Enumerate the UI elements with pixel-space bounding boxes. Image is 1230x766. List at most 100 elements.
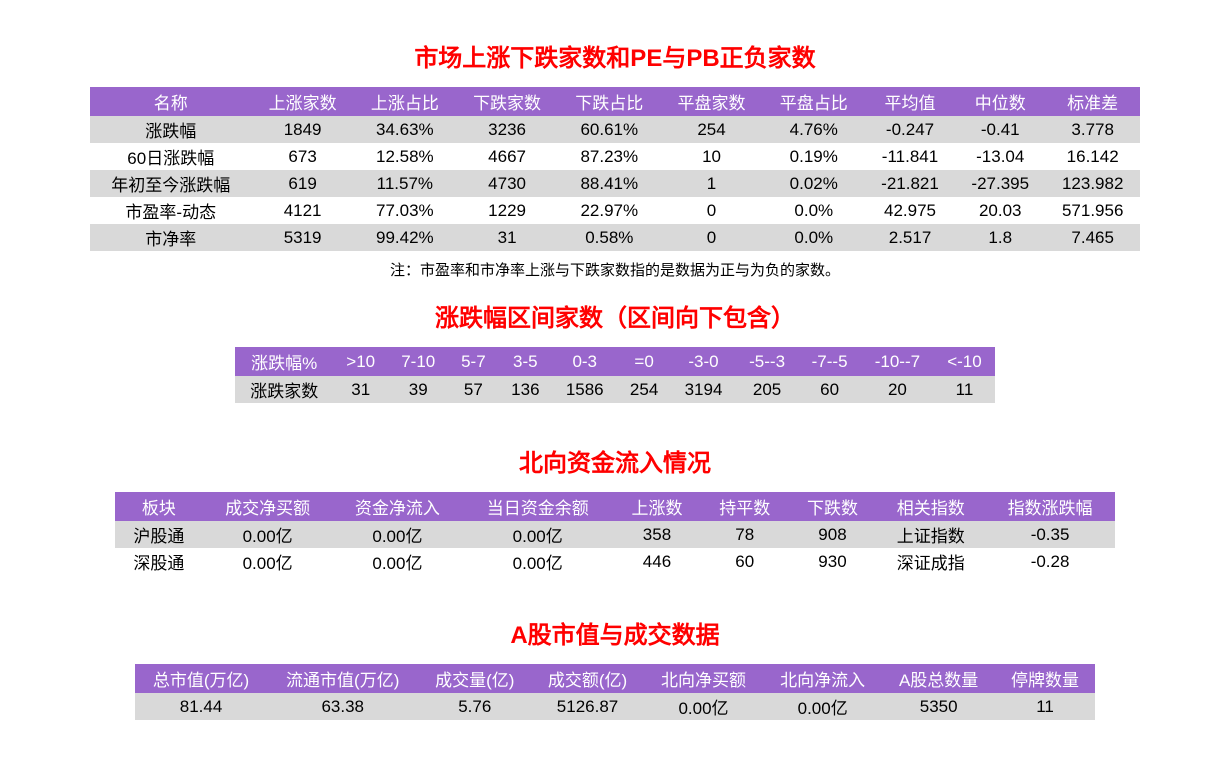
section4-title: A股市值与成交数据 — [0, 615, 1230, 650]
cell: 0.00亿 — [203, 548, 333, 575]
cell: 0.58% — [558, 224, 660, 251]
cell: 0.0% — [763, 224, 865, 251]
cell: 22.97% — [558, 197, 660, 224]
col-header: A股总数量 — [882, 664, 995, 693]
cell: 60 — [798, 376, 861, 403]
cell: 2.517 — [865, 224, 955, 251]
cell: 0.00亿 — [644, 693, 763, 720]
cell: 87.23% — [558, 143, 660, 170]
cell: 0 — [660, 224, 762, 251]
cell: 99.42% — [354, 224, 456, 251]
cell: 市盈率-动态 — [90, 197, 251, 224]
col-header: 成交净买额 — [203, 492, 333, 521]
table-row: 60日涨跌幅67312.58%466787.23%100.19%-11.841-… — [90, 143, 1140, 170]
cell: 11 — [934, 376, 995, 403]
cell: 42.975 — [865, 197, 955, 224]
cell: 涨跌幅 — [90, 116, 251, 143]
cell: 63.38 — [267, 693, 418, 720]
table-row: 市盈率-动态412177.03%122922.97%00.0%42.97520.… — [90, 197, 1140, 224]
col-header: 名称 — [90, 87, 251, 116]
cell: 571.956 — [1045, 197, 1140, 224]
cell: 20.03 — [955, 197, 1045, 224]
cell: 88.41% — [558, 170, 660, 197]
cell: 254 — [617, 376, 671, 403]
cell: -0.28 — [985, 548, 1115, 575]
cell: 57 — [448, 376, 498, 403]
table-row: 涨跌家数31395713615862543194205602011 — [235, 376, 995, 403]
cell: 0.19% — [763, 143, 865, 170]
col-header: -7--5 — [798, 347, 861, 376]
cell: 0.00亿 — [462, 521, 613, 548]
cell: 0.02% — [763, 170, 865, 197]
cell: 446 — [613, 548, 701, 575]
cell: 20 — [861, 376, 934, 403]
col-header: 5-7 — [448, 347, 498, 376]
cell: 60.61% — [558, 116, 660, 143]
cell: -27.395 — [955, 170, 1045, 197]
table-header-row: 涨跌幅% >10 7-10 5-7 3-5 0-3 =0 -3-0 -5--3 … — [235, 347, 995, 376]
col-header: 相关指数 — [876, 492, 985, 521]
col-header: 流通市值(万亿) — [267, 664, 418, 693]
col-header: 持平数 — [701, 492, 789, 521]
col-header: 平盘占比 — [763, 87, 865, 116]
cell: -0.35 — [985, 521, 1115, 548]
col-header: =0 — [617, 347, 671, 376]
cell: 1.8 — [955, 224, 1045, 251]
cell: 254 — [660, 116, 762, 143]
cell: 上证指数 — [876, 521, 985, 548]
cell: 深证成指 — [876, 548, 985, 575]
cell: 0.00亿 — [333, 548, 463, 575]
col-header: 板块 — [115, 492, 203, 521]
cell: 0.00亿 — [763, 693, 882, 720]
col-header: -5--3 — [736, 347, 799, 376]
cell: 12.58% — [354, 143, 456, 170]
cell: 78 — [701, 521, 789, 548]
col-header: 上涨数 — [613, 492, 701, 521]
table-row: 市净率531999.42%310.58%00.0%2.5171.87.465 — [90, 224, 1140, 251]
col-header: 平盘家数 — [660, 87, 762, 116]
cell: 11.57% — [354, 170, 456, 197]
col-header: 平均值 — [865, 87, 955, 116]
table-marketcap: 总市值(万亿) 流通市值(万亿) 成交量(亿) 成交额(亿) 北向净买额 北向净… — [135, 664, 1095, 720]
col-header: 北向净流入 — [763, 664, 882, 693]
col-header: 标准差 — [1045, 87, 1140, 116]
cell: 4667 — [456, 143, 558, 170]
cell: 136 — [498, 376, 552, 403]
table-row: 深股通0.00亿0.00亿0.00亿44660930深证成指-0.28 — [115, 548, 1115, 575]
section1-note: 注：市盈率和市净率上涨与下跌家数指的是数据为正与为负的家数。 — [0, 259, 1230, 280]
cell: 5126.87 — [531, 693, 644, 720]
cell: 930 — [789, 548, 877, 575]
cell: 11 — [995, 693, 1095, 720]
cell: 0 — [660, 197, 762, 224]
col-header: 涨跌幅% — [235, 347, 333, 376]
cell: 16.142 — [1045, 143, 1140, 170]
col-header: 下跌家数 — [456, 87, 558, 116]
col-header: 总市值(万亿) — [135, 664, 267, 693]
cell: 深股通 — [115, 548, 203, 575]
cell: 1586 — [552, 376, 617, 403]
cell: 1 — [660, 170, 762, 197]
cell: 4.76% — [763, 116, 865, 143]
cell: 1849 — [251, 116, 353, 143]
cell: 123.982 — [1045, 170, 1140, 197]
col-header: -10--7 — [861, 347, 934, 376]
cell: 3236 — [456, 116, 558, 143]
cell: -0.247 — [865, 116, 955, 143]
table-pepb: 名称 上涨家数 上涨占比 下跌家数 下跌占比 平盘家数 平盘占比 平均值 中位数… — [90, 87, 1140, 251]
col-header: 北向净买额 — [644, 664, 763, 693]
table-header-row: 总市值(万亿) 流通市值(万亿) 成交量(亿) 成交额(亿) 北向净买额 北向净… — [135, 664, 1095, 693]
cell: 0.00亿 — [203, 521, 333, 548]
cell: 3194 — [671, 376, 736, 403]
cell: 3.778 — [1045, 116, 1140, 143]
cell: 10 — [660, 143, 762, 170]
cell: 5.76 — [418, 693, 531, 720]
col-header: 成交额(亿) — [531, 664, 644, 693]
cell: 34.63% — [354, 116, 456, 143]
col-header: -3-0 — [671, 347, 736, 376]
cell: 4121 — [251, 197, 353, 224]
cell: 5350 — [882, 693, 995, 720]
cell: 年初至今涨跌幅 — [90, 170, 251, 197]
table-header-row: 板块 成交净买额 资金净流入 当日资金余额 上涨数 持平数 下跌数 相关指数 指… — [115, 492, 1115, 521]
table-row: 沪股通0.00亿0.00亿0.00亿35878908上证指数-0.35 — [115, 521, 1115, 548]
cell: 81.44 — [135, 693, 267, 720]
